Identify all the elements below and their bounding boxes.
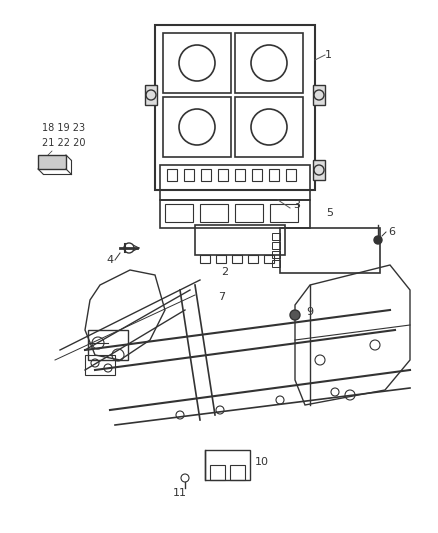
Bar xyxy=(167,169,177,181)
Text: 18 19 23: 18 19 23 xyxy=(42,123,85,133)
Text: 11: 11 xyxy=(173,488,187,498)
Bar xyxy=(269,169,279,181)
Text: 2: 2 xyxy=(222,267,229,277)
Text: 9: 9 xyxy=(306,307,313,317)
Bar xyxy=(205,450,250,480)
Bar xyxy=(272,242,280,249)
Bar xyxy=(160,165,310,200)
Bar xyxy=(165,204,193,222)
Bar xyxy=(155,25,315,190)
Circle shape xyxy=(290,310,300,320)
Text: 10: 10 xyxy=(255,457,269,467)
Bar xyxy=(313,85,325,105)
Bar xyxy=(195,225,285,255)
Bar xyxy=(163,97,231,157)
Bar xyxy=(160,200,310,228)
Bar xyxy=(286,169,296,181)
Bar xyxy=(38,155,66,169)
Bar xyxy=(200,255,210,263)
Text: 3: 3 xyxy=(293,200,300,210)
Bar xyxy=(163,33,231,93)
Bar xyxy=(216,255,226,263)
Bar xyxy=(235,169,245,181)
Bar xyxy=(272,260,280,267)
Bar xyxy=(210,465,225,480)
Bar xyxy=(235,204,263,222)
Bar xyxy=(235,33,303,93)
Bar xyxy=(201,169,211,181)
Bar xyxy=(252,169,262,181)
Text: 7: 7 xyxy=(219,292,226,302)
Text: 1: 1 xyxy=(325,50,332,60)
Bar xyxy=(145,85,157,105)
Bar xyxy=(184,169,194,181)
Bar xyxy=(272,251,280,258)
Bar xyxy=(272,233,280,240)
Bar xyxy=(230,465,245,480)
Text: 4: 4 xyxy=(106,255,113,265)
Text: 5: 5 xyxy=(326,208,333,218)
Bar xyxy=(264,255,274,263)
Bar xyxy=(270,204,298,222)
Text: 6: 6 xyxy=(388,227,395,237)
Bar xyxy=(248,255,258,263)
Bar xyxy=(232,255,242,263)
Bar xyxy=(313,160,325,180)
Bar xyxy=(85,355,115,375)
Circle shape xyxy=(374,236,382,244)
Text: 21 22 20: 21 22 20 xyxy=(42,138,85,148)
Bar xyxy=(200,204,228,222)
Bar xyxy=(235,97,303,157)
Bar xyxy=(280,228,380,273)
Bar xyxy=(88,330,128,360)
Bar xyxy=(218,169,228,181)
